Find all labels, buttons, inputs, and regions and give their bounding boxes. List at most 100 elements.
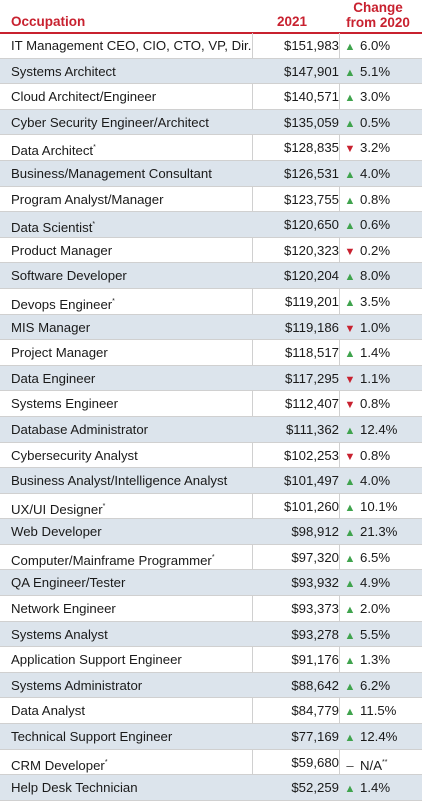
change-value: 1.4% <box>360 780 391 796</box>
change-value: 4.9% <box>360 575 391 591</box>
salary-cell: $120,650 <box>283 217 339 233</box>
footnote-marker: * <box>93 144 96 152</box>
occupation-label: CRM Developer <box>11 757 105 773</box>
change-cell: ▲ 10.1% <box>344 494 414 522</box>
occupation-cell: Application Support Engineer <box>11 647 182 673</box>
change-cell: ▲ 11.5% <box>344 698 414 726</box>
footnote-marker: * <box>211 553 215 561</box>
change-cell: ▲ 1.4% <box>344 775 414 803</box>
salary-cell: $123,755 <box>283 191 339 207</box>
occupation-cell: Database Administrator <box>11 417 148 443</box>
change-cell: ▲ 1.3% <box>344 647 414 675</box>
change-cell: ▼ 0.8% <box>344 391 414 419</box>
change-cell: ▲ 4.0% <box>344 161 414 189</box>
table-row: Web Developer $98,912 ▲ 21.3% <box>0 519 422 545</box>
up-triangle-icon: ▲ <box>344 655 356 668</box>
salary-cell: $84,779 <box>291 703 339 719</box>
header-occupation: Occupation <box>11 14 86 29</box>
occupation-label: Business Analyst/Intelligence Analyst <box>11 473 228 489</box>
occupation-cell: Cloud Architect/Engineer <box>11 84 156 110</box>
occupation-label: Data Architect <box>11 143 94 159</box>
occupation-label: Project Manager <box>11 345 108 361</box>
salary-cell: $111,362 <box>285 421 339 437</box>
up-triangle-icon: ▲ <box>344 680 356 693</box>
table-row: Devops Engineer* $119,201 ▲ 3.5% <box>0 289 422 315</box>
occupation-cell: Product Manager <box>11 238 112 264</box>
occupation-cell: IT Management CEO, CIO, CTO, VP, Dir. <box>11 33 251 59</box>
table-row: Product Manager $120,323 ▼ 0.2% <box>0 238 422 264</box>
salary-cell: $102,253 <box>283 447 339 463</box>
occupation-label: Web Developer <box>11 524 102 540</box>
occupation-label: Systems Architect <box>11 63 116 79</box>
salary-cell: $151,983 <box>283 38 339 53</box>
salary-cell: $101,260 <box>283 498 339 514</box>
occupation-cell: UX/UI Designer* <box>11 494 105 523</box>
table-row: Systems Engineer $112,407 ▼ 0.8% <box>0 391 422 417</box>
table-row: Data Scientist* $120,650 ▲ 0.6% <box>0 212 422 238</box>
table-row: MIS Manager $119,186 ▼ 1.0% <box>0 314 422 341</box>
change-cell: ▲ 1.4% <box>344 340 414 368</box>
change-value: 8.0% <box>360 268 391 284</box>
table-row: CRM Developer* $59,680– N/A** <box>0 750 422 776</box>
footnote-marker: * <box>102 502 106 510</box>
occupation-label: Technical Support Engineer <box>11 729 173 745</box>
occupation-cell: Systems Analyst <box>11 622 108 648</box>
change-value: 12.4% <box>360 729 398 745</box>
table-row: Systems Analyst $93,278 ▲ 5.5% <box>0 621 422 650</box>
occupation-cell: Computer/Mainframe Programmer* <box>11 545 215 574</box>
occupation-label: Software Developer <box>11 268 127 284</box>
salary-cell: $98,912 <box>291 524 339 540</box>
table-row: UX/UI Designer* $101,260 ▲ 10.1% <box>0 494 422 520</box>
down-triangle-icon: ▼ <box>344 322 356 335</box>
occupation-label: Cybersecurity Analyst <box>11 447 138 463</box>
salary-cell: $117,295 <box>284 370 339 386</box>
change-cell: ▲ 5.5% <box>344 622 414 650</box>
table-row: Technical Support Engineer $77,169 ▲ 12.4% <box>0 724 422 750</box>
table-row: Program Analyst/Manager $123,755 ▲ 0.8% <box>0 187 422 213</box>
change-value: 21.3% <box>360 524 398 540</box>
salary-cell: $118,517 <box>284 345 339 361</box>
change-value: 12.4% <box>360 421 398 437</box>
table-row: Software Developer $120,204 ▲ 8.0% <box>0 263 422 289</box>
up-triangle-icon: ▲ <box>344 501 356 514</box>
change-cell: ▲ 21.3% <box>344 519 414 547</box>
occupation-label: Systems Engineer <box>11 396 119 412</box>
up-triangle-icon: ▲ <box>344 117 356 130</box>
change-value: 10.1% <box>360 498 398 514</box>
change-cell: ▲ 8.0% <box>344 263 414 291</box>
occupation-cell: Data Scientist* <box>11 212 95 241</box>
occupation-label: Devops Engineer <box>11 296 113 312</box>
table-row: Systems Administrator $88,642 ▲ 6.2% <box>0 672 422 699</box>
occupation-cell: Devops Engineer* <box>11 289 115 318</box>
up-triangle-icon: ▲ <box>344 629 356 642</box>
up-triangle-icon: ▲ <box>344 41 356 53</box>
table-row: Application Support Engineer $91,176 ▲ 1.3% <box>0 647 422 673</box>
salary-cell: $140,571 <box>283 89 339 105</box>
occupation-label: Program Analyst/Manager <box>11 191 164 207</box>
occupation-cell: Systems Architect <box>11 59 116 85</box>
down-triangle-icon: ▼ <box>344 373 356 386</box>
salary-cell: $91,176 <box>291 652 339 668</box>
salary-cell: $52,259 <box>291 780 339 796</box>
occupation-cell: Software Developer <box>11 263 127 289</box>
table-row: Data Analyst $84,779 ▲ 11.5% <box>0 698 422 726</box>
header-change: Change from 2020 <box>337 0 419 30</box>
table-row: Network Engineer $93,373 ▲ 2.0% <box>0 596 422 622</box>
change-value: 4.0% <box>360 473 391 489</box>
salary-cell: $93,278 <box>291 626 339 642</box>
change-cell: ▲ 0.8% <box>344 187 414 215</box>
occupation-label: QA Engineer/Tester <box>11 575 126 591</box>
occupation-label: Systems Analyst <box>11 626 108 642</box>
up-triangle-icon: ▲ <box>344 424 356 437</box>
occupation-cell: Systems Administrator <box>11 673 142 699</box>
change-value: 0.8% <box>360 447 391 463</box>
change-cell: ▲ 12.4% <box>344 724 414 752</box>
change-value: 0.5% <box>360 114 391 130</box>
change-value: 5.5% <box>360 626 391 642</box>
salary-cell: $101,497 <box>283 473 339 489</box>
occupation-label: Product Manager <box>11 242 113 258</box>
table-row: Cloud Architect/Engineer $140,571 ▲ 3.0% <box>0 84 422 110</box>
down-triangle-icon: ▼ <box>344 399 356 412</box>
occupation-cell: Program Analyst/Manager <box>11 187 163 213</box>
